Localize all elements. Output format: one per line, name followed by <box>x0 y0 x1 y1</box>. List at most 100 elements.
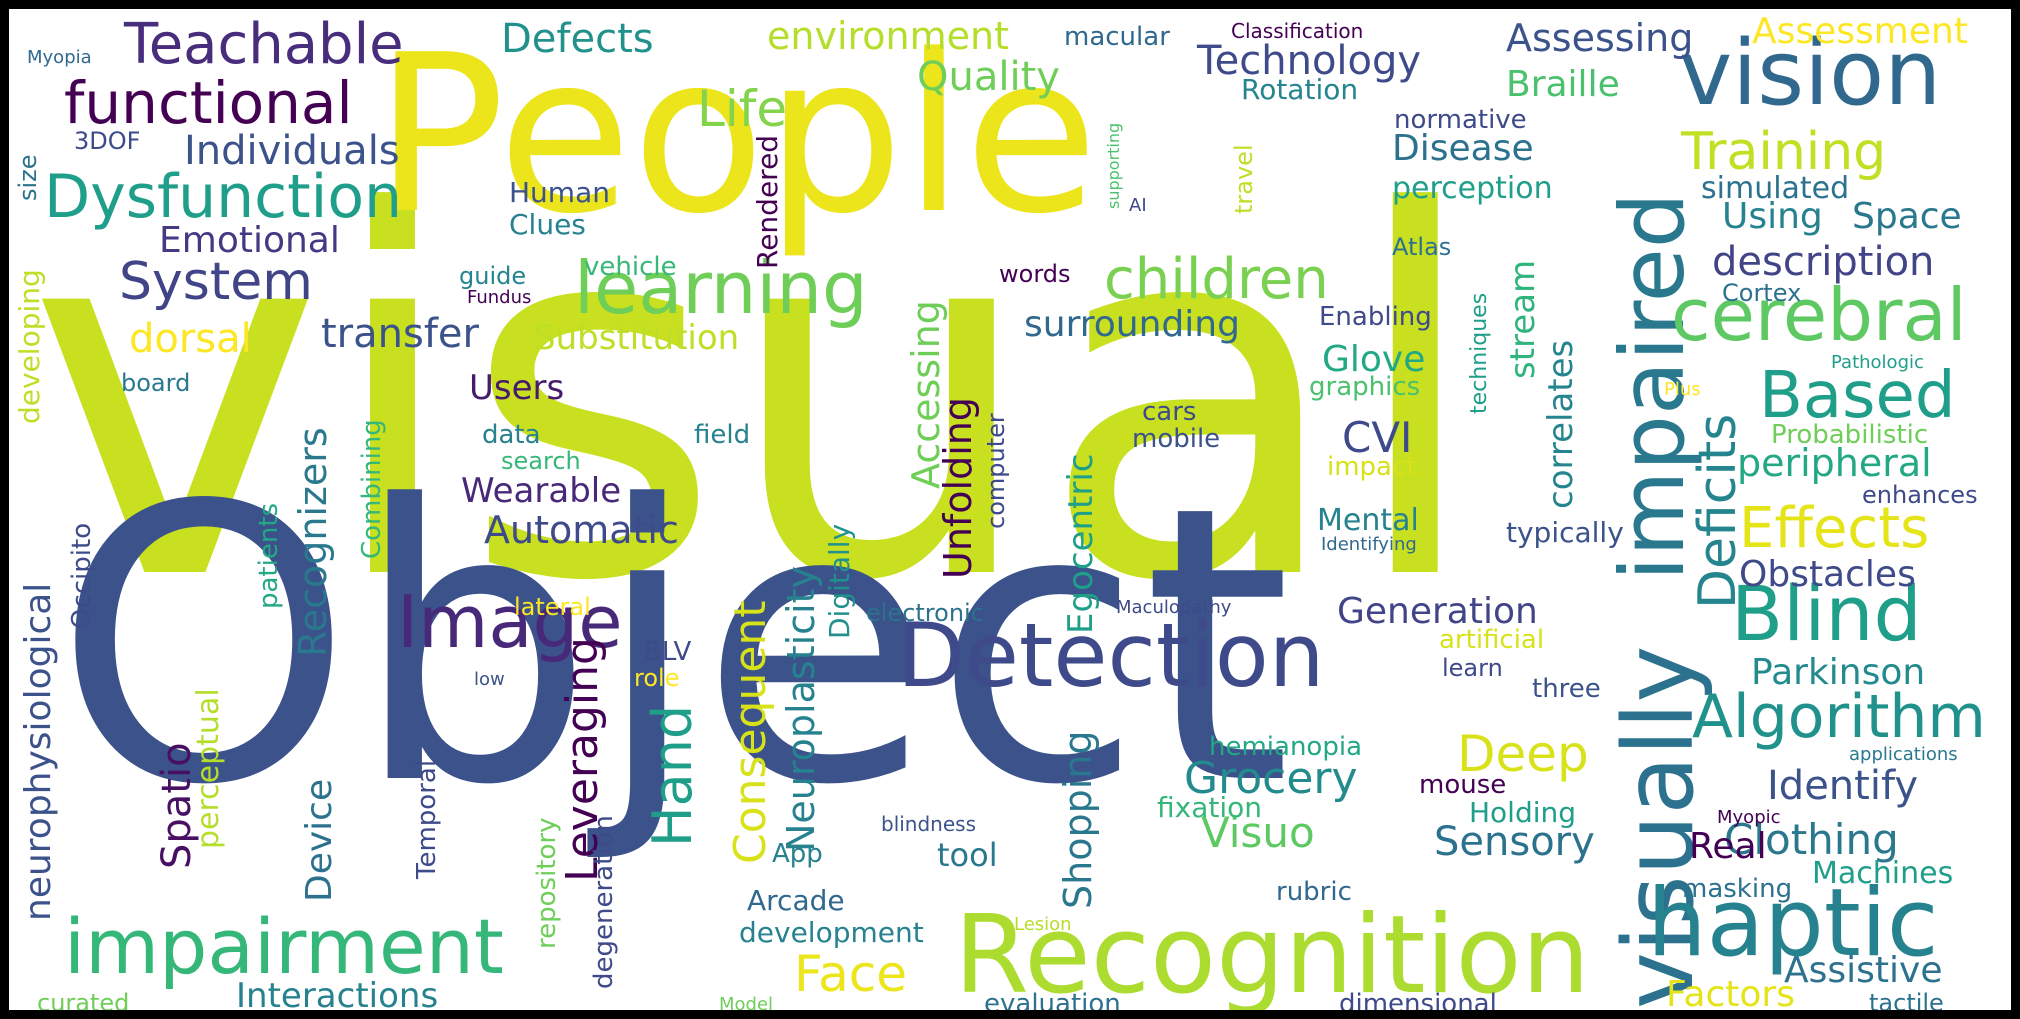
word-wearable: Wearable <box>461 471 622 511</box>
word-vision: vision <box>1679 21 1942 126</box>
word-teachable: Teachable <box>124 12 404 77</box>
word-graphics: graphics <box>1309 372 1421 402</box>
word-clues: Clues <box>509 208 586 241</box>
word-identify: Identify <box>1767 763 1918 809</box>
word-cerebral: cerebral <box>1671 273 1967 357</box>
word-guide: guide <box>459 262 527 290</box>
word-stream: stream <box>1503 259 1543 379</box>
word-object: Object <box>54 425 1292 868</box>
word-holding: Holding <box>1469 796 1577 829</box>
word-myopic: Myopic <box>1717 807 1781 828</box>
word-evaluation: evaluation <box>984 989 1121 1010</box>
word-mouse: mouse <box>1419 770 1507 800</box>
word-blind: Blind <box>1731 569 1922 658</box>
word-words: words <box>999 260 1071 288</box>
word-low: low <box>474 669 505 690</box>
word-model: Model <box>719 994 774 1011</box>
word-lesion: Lesion <box>1014 914 1072 935</box>
word-hemianopia: hemianopia <box>1209 732 1363 762</box>
word-fixation: fixation <box>1157 791 1262 824</box>
word-mental: Mental <box>1317 503 1419 538</box>
word-fundus: Fundus <box>467 287 532 308</box>
word-people: People <box>374 9 1099 262</box>
word-rendered: Rendered <box>751 134 784 269</box>
word-visual: visual <box>27 108 1485 690</box>
word-digitally: Digitally <box>823 523 856 639</box>
word-three: three <box>1532 674 1601 704</box>
word-size: size <box>14 154 42 201</box>
word-occipito: Occipito <box>67 522 97 629</box>
word-combining: Combining <box>357 419 387 559</box>
word-transfer: transfer <box>321 311 479 357</box>
word-learn: learn <box>1442 654 1503 682</box>
word-detection: Detection <box>897 604 1325 707</box>
word-supporting: supporting <box>1104 122 1123 209</box>
word-perception: perception <box>1392 171 1553 206</box>
word-classification: Classification <box>1231 19 1364 43</box>
word-real: Real <box>1689 826 1767 867</box>
word-assessing: Assessing <box>1506 16 1694 60</box>
word-temporal: Temporal <box>412 759 442 879</box>
word-maculopathy: Maculopathy <box>1116 597 1232 618</box>
word-functional: functional <box>64 69 353 137</box>
word-emotional: Emotional <box>159 220 340 261</box>
word-accessing: Accessing <box>904 300 948 489</box>
word-sensory: Sensory <box>1434 819 1595 865</box>
word-app: App <box>772 839 823 869</box>
word-machines: Machines <box>1812 856 1954 891</box>
word-vehicle: vehicle <box>584 252 677 282</box>
word-braille: Braille <box>1506 64 1620 105</box>
word-environment: environment <box>767 14 1010 58</box>
word-impact: impact <box>1327 452 1417 482</box>
word-rotation: Rotation <box>1241 73 1359 106</box>
word-simulated: simulated <box>1701 171 1850 206</box>
word-disease: Disease <box>1392 128 1534 169</box>
word-recognition: Recognition <box>954 893 1590 1010</box>
word-repository: repository <box>532 817 562 949</box>
word-human: Human <box>509 176 610 209</box>
word-cvi: CVI <box>1342 413 1413 462</box>
word-consequent: Consequent <box>725 600 776 864</box>
word-haptic: haptic <box>1647 869 1939 978</box>
word-defects: Defects <box>501 16 654 62</box>
word-interactions: Interactions <box>236 976 439 1010</box>
word-impairment: impairment <box>64 902 504 991</box>
word-effects: Effects <box>1739 496 1930 561</box>
word-data: data <box>482 420 541 450</box>
word-visuo: Visuo <box>1201 808 1315 857</box>
word-blindness: blindness <box>881 812 976 836</box>
word-patients: patients <box>254 502 284 609</box>
word-cars: cars <box>1142 397 1197 427</box>
word-macular: macular <box>1064 22 1170 52</box>
word-normative: normative <box>1394 105 1527 135</box>
word-face: Face <box>794 945 908 1003</box>
word-techniques: techniques <box>1467 292 1492 414</box>
word-dimensional: dimensional <box>1339 989 1497 1010</box>
word-cloud: visual Object People Recognition Detecti… <box>9 9 2011 1010</box>
word-computer: computer <box>982 413 1010 529</box>
word-based: Based <box>1759 359 1956 433</box>
word-electronic: electronic <box>866 599 984 627</box>
word-individuals: Individuals <box>184 128 400 174</box>
word-quality: Quality <box>917 54 1060 100</box>
word-enabling: Enabling <box>1319 302 1432 332</box>
word-life: Life <box>697 80 788 138</box>
word-device: Device <box>299 778 340 902</box>
word-blv: BLV <box>644 637 692 667</box>
word-automatic: Automatic <box>484 508 679 552</box>
word-myopia: Myopia <box>27 47 92 68</box>
word-obstacles: Obstacles <box>1739 554 1916 595</box>
word-recognizers: Recognizers <box>291 427 335 657</box>
word-users: Users <box>469 368 565 408</box>
word-space: Space <box>1852 196 1962 237</box>
word-lateral: lateral <box>514 593 591 621</box>
word-3dof: 3DOF <box>74 127 141 155</box>
word-artificial: artificial <box>1439 625 1545 655</box>
word-training: Training <box>1681 122 1887 182</box>
word-correlates: correlates <box>1541 339 1581 509</box>
word-role: role <box>634 664 680 692</box>
word-cortex: Cortex <box>1722 279 1802 307</box>
word-arcade: Arcade <box>747 884 845 917</box>
word-enhances: enhances <box>1862 481 1978 509</box>
word-factors: Factors <box>1666 974 1795 1011</box>
